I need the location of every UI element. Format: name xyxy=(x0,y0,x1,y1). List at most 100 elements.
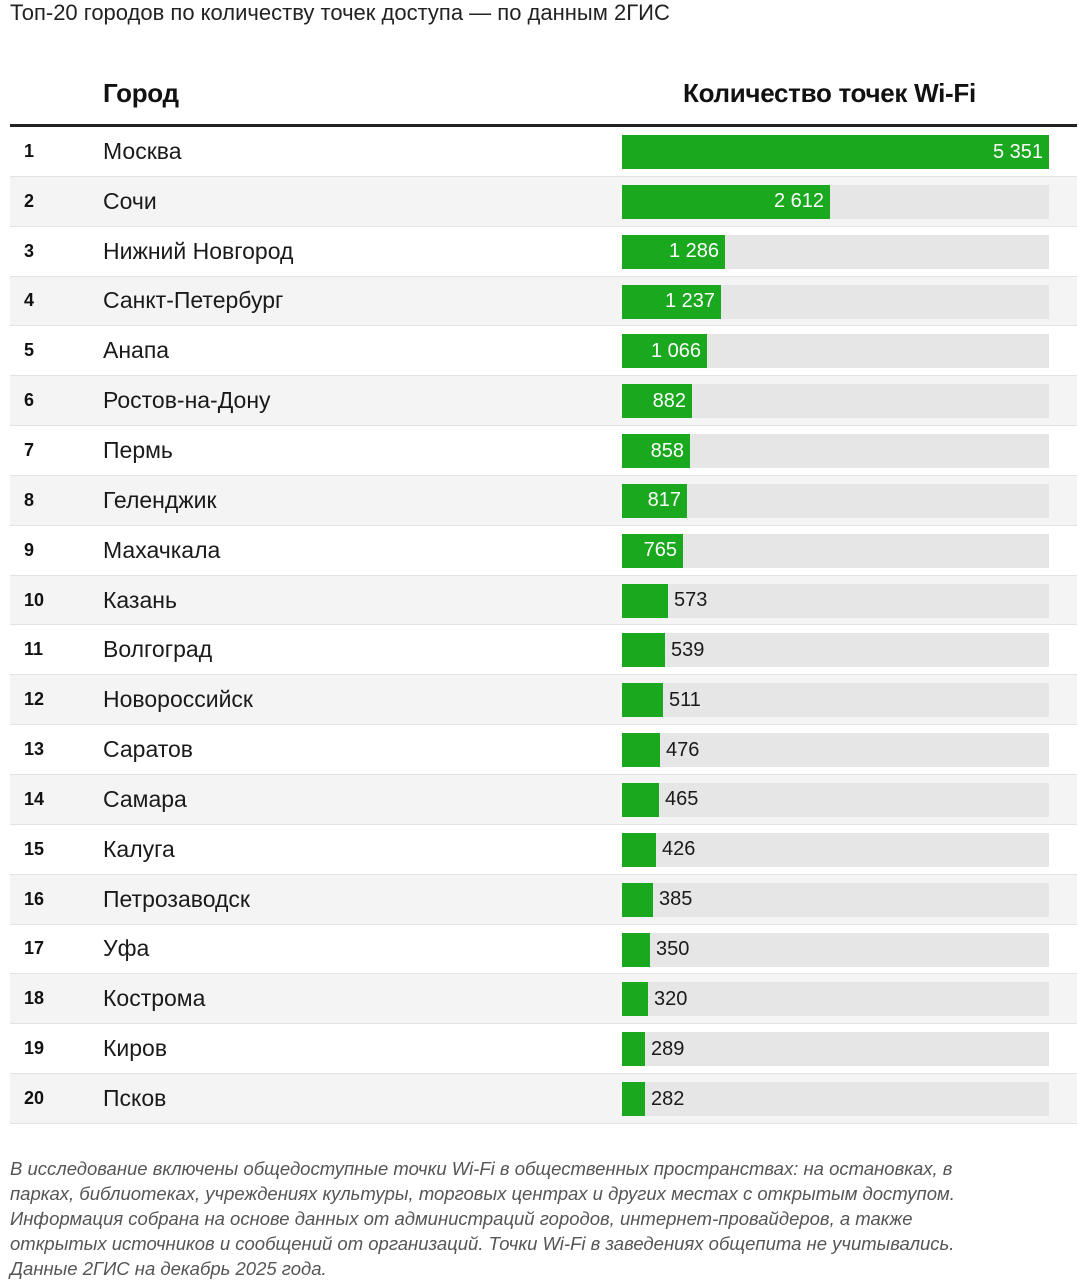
bar xyxy=(622,135,1049,169)
bar xyxy=(622,733,660,768)
city-label: Казань xyxy=(103,586,177,613)
value-label: 1 066 xyxy=(650,339,701,362)
header-divider xyxy=(10,124,1077,127)
table-row: 11 Волгоград 539 xyxy=(10,625,1077,676)
column-header-value: Количество точек Wi-Fi xyxy=(683,78,976,108)
bar-track: 1 286 xyxy=(622,234,1049,269)
city-label: Волгоград xyxy=(103,636,213,663)
table-row: 3 Нижний Новгород 1 286 xyxy=(10,226,1077,277)
value-label: 289 xyxy=(651,1037,685,1060)
city-label: Калуга xyxy=(103,835,175,862)
bar-track: 765 xyxy=(622,533,1049,568)
table-row: 17 Уфа 350 xyxy=(10,924,1077,975)
value-label: 2 612 xyxy=(773,190,824,213)
rank-label: 11 xyxy=(24,639,44,660)
value-label: 385 xyxy=(659,888,693,911)
bar xyxy=(622,882,653,917)
bar xyxy=(622,384,692,419)
city-label: Уфа xyxy=(103,935,150,962)
bar-track: 282 xyxy=(622,1082,1049,1117)
rank-label: 18 xyxy=(24,988,45,1009)
bar-track: 385 xyxy=(622,882,1049,917)
rank-label: 9 xyxy=(24,539,35,560)
footnote-line: Информация собрана на основе данных от а… xyxy=(10,1208,913,1229)
rank-label: 20 xyxy=(24,1087,45,1108)
bar-track: 882 xyxy=(622,384,1049,419)
value-label: 476 xyxy=(666,738,700,761)
value-label: 539 xyxy=(671,638,705,661)
bar xyxy=(622,1032,645,1067)
bar xyxy=(622,583,668,618)
rank-label: 16 xyxy=(24,888,45,909)
bar xyxy=(622,483,687,518)
bar xyxy=(622,683,663,718)
value-label: 817 xyxy=(647,489,681,512)
bar-track: 320 xyxy=(622,982,1049,1017)
city-label: Сочи xyxy=(103,187,157,214)
table-row: 18 Кострома 320 xyxy=(10,974,1077,1025)
value-label: 511 xyxy=(669,688,701,711)
rank-label: 2 xyxy=(24,190,35,211)
bar-track: 1 237 xyxy=(622,284,1049,319)
value-label: 573 xyxy=(674,589,708,612)
bar-track: 511 xyxy=(622,683,1049,718)
rank-label: 6 xyxy=(24,390,35,411)
value-label: 858 xyxy=(650,439,684,462)
bar xyxy=(622,832,656,867)
table-row: 16 Петрозаводск 385 xyxy=(10,874,1077,925)
city-label: Геленджик xyxy=(103,486,217,513)
value-label: 426 xyxy=(662,838,696,861)
city-label: Анапа xyxy=(103,337,170,364)
bar-track: 1 066 xyxy=(622,334,1049,369)
table-row: 12 Новороссийск 511 xyxy=(10,675,1077,726)
bar-track: 858 xyxy=(622,434,1049,469)
value-label: 5 351 xyxy=(992,140,1043,163)
city-label: Киров xyxy=(103,1035,168,1062)
city-label: Псков xyxy=(103,1084,167,1111)
column-header-city: Город xyxy=(103,78,179,108)
city-label: Москва xyxy=(103,137,182,164)
rank-label: 13 xyxy=(24,739,45,760)
bar-track: 465 xyxy=(622,782,1049,817)
bar-track: 2 612 xyxy=(622,184,1049,219)
bar-track: 350 xyxy=(622,932,1049,967)
city-label: Кострома xyxy=(103,985,206,1012)
value-label: 1 237 xyxy=(664,290,715,313)
bar xyxy=(622,633,665,668)
value-label: 350 xyxy=(656,938,690,960)
bar xyxy=(622,932,650,967)
bar-track: 573 xyxy=(622,583,1049,618)
table-row: 8 Геленджик 817 xyxy=(10,475,1077,526)
footnote-line: В исследование включены общедоступные то… xyxy=(10,1158,953,1179)
chart-title: Топ-20 городов по количеству точек досту… xyxy=(10,0,670,25)
table-row: 14 Самара 465 xyxy=(10,774,1077,825)
city-label: Санкт-Петербург xyxy=(103,287,284,314)
footnote-line: парках, библиотеках, учреждениях культур… xyxy=(10,1183,955,1204)
rank-label: 10 xyxy=(24,589,45,610)
city-label: Самара xyxy=(103,785,187,812)
bar xyxy=(622,234,725,269)
rank-label: 12 xyxy=(24,689,45,710)
footnote-line: Данные 2ГИС на декабрь 2025 года. xyxy=(10,1258,327,1279)
city-label: Новороссийск xyxy=(103,686,253,713)
table-row: 1 Москва 5 351 xyxy=(10,127,1077,177)
rank-label: 1 xyxy=(24,140,35,161)
footnote-line: открытых источников и сообщений от орган… xyxy=(10,1233,955,1254)
footnote: В исследование включены общедоступные то… xyxy=(10,1156,1072,1281)
value-label: 465 xyxy=(665,788,699,811)
rank-label: 3 xyxy=(24,240,35,261)
rank-label: 17 xyxy=(24,938,45,959)
bar xyxy=(622,434,690,469)
rank-label: 7 xyxy=(24,439,35,460)
bar-track: 426 xyxy=(622,832,1049,867)
table-row: 4 Санкт-Петербург 1 237 xyxy=(10,276,1077,327)
bar xyxy=(622,533,683,568)
bar xyxy=(622,334,707,369)
bar xyxy=(622,982,648,1017)
city-label: Махачкала xyxy=(103,536,221,563)
city-label: Ростов-на-Дону xyxy=(103,387,271,414)
value-label: 282 xyxy=(651,1087,685,1110)
table-row: 7 Пермь 858 xyxy=(10,426,1077,476)
bar xyxy=(622,284,721,319)
bar-chart-table: 1 Москва 5 351 2 Сочи 2 612 3 Нижний Новгород 1 … xyxy=(10,127,1077,1124)
